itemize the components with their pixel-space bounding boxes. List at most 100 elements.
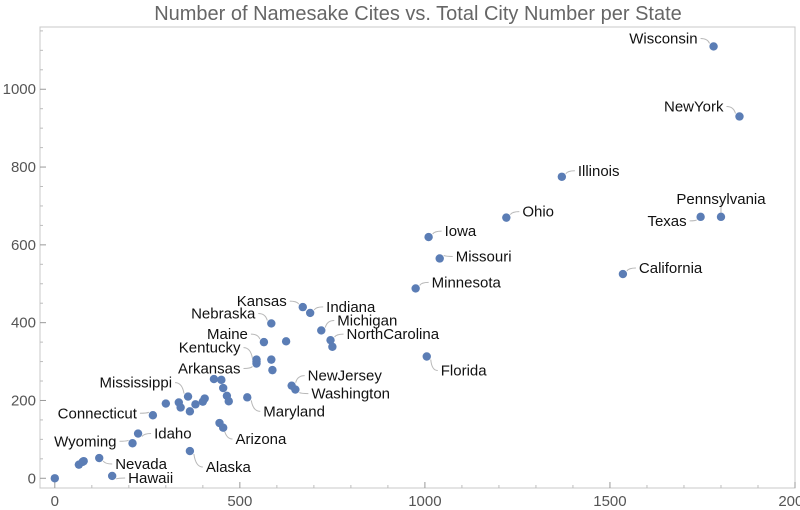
data-point xyxy=(411,284,420,293)
label-leader xyxy=(193,453,203,468)
label-leader xyxy=(626,267,636,272)
label-leader xyxy=(258,312,268,321)
data-point xyxy=(128,439,137,448)
data-point xyxy=(317,326,326,335)
data-point xyxy=(267,355,276,364)
data-point xyxy=(217,375,226,385)
data-point xyxy=(618,269,628,279)
point-label: Arkansas xyxy=(178,361,241,378)
y-tick-label: 800 xyxy=(11,159,36,176)
data-point xyxy=(305,308,315,318)
label-leader xyxy=(324,319,335,328)
data-point xyxy=(502,213,511,222)
x-tick-label: 1500 xyxy=(593,493,626,510)
label-leader xyxy=(700,37,711,44)
label-leader xyxy=(313,306,324,311)
data-point xyxy=(218,383,228,393)
point-label: Nevada xyxy=(115,456,167,473)
point-label: Texas xyxy=(647,213,686,230)
data-points xyxy=(50,42,744,483)
data-point xyxy=(107,471,117,481)
y-tick-label: 200 xyxy=(11,392,36,409)
point-label: NorthCarolina xyxy=(347,326,440,343)
point-label: Maine xyxy=(207,326,248,343)
data-point xyxy=(243,393,252,402)
data-point xyxy=(696,212,705,222)
data-point xyxy=(218,423,228,432)
point-label: Arizona xyxy=(235,431,287,448)
label-leader xyxy=(430,359,438,372)
data-point xyxy=(267,319,276,328)
point-label: Nebraska xyxy=(191,305,256,322)
label-leader xyxy=(689,219,697,222)
label-leader xyxy=(432,230,442,235)
label-leader xyxy=(299,392,309,395)
x-tick-label: 0 xyxy=(51,493,59,510)
point-label: Michigan xyxy=(337,312,397,329)
data-point xyxy=(435,254,444,263)
data-point xyxy=(78,457,87,467)
point-label: Ohio xyxy=(522,204,554,221)
label-leader xyxy=(334,333,344,338)
data-point xyxy=(133,429,143,438)
label-leader xyxy=(295,375,305,383)
label-leader xyxy=(289,300,300,305)
point-label: Kansas xyxy=(237,293,287,310)
data-point xyxy=(422,352,431,361)
label-leader xyxy=(443,255,453,257)
data-point xyxy=(424,232,433,242)
label-leader xyxy=(139,411,150,414)
data-point xyxy=(291,385,300,394)
point-labels: Wisconsin NewYork Illinois Pennsylvania Texa… xyxy=(54,30,766,486)
y-tick-label: 400 xyxy=(11,315,36,332)
label-leader xyxy=(509,211,520,215)
point-label: NewJersey xyxy=(308,368,383,385)
data-point xyxy=(328,342,337,351)
point-label: Pennsylvania xyxy=(676,191,766,208)
label-leader xyxy=(726,105,736,114)
point-label: Kentucky xyxy=(179,340,241,357)
data-point xyxy=(50,474,60,483)
y-tick-label: 1000 xyxy=(3,81,36,98)
data-point xyxy=(183,392,193,401)
data-point xyxy=(268,365,277,375)
label-leader xyxy=(102,460,113,465)
data-point xyxy=(298,302,307,312)
point-label: Alaska xyxy=(206,459,252,476)
point-label: Wisconsin xyxy=(629,30,697,47)
point-label: Florida xyxy=(441,363,488,380)
y-tick-label: 600 xyxy=(11,237,36,254)
point-label: Maryland xyxy=(263,403,325,420)
data-point xyxy=(252,355,261,364)
point-label: Minnesota xyxy=(432,274,502,291)
x-tick-label: 500 xyxy=(227,493,252,510)
data-point xyxy=(185,446,195,456)
point-label: Missouri xyxy=(456,248,512,265)
label-leader xyxy=(175,382,185,394)
label-leader xyxy=(250,400,261,412)
data-point xyxy=(95,453,104,463)
data-point xyxy=(735,112,744,121)
label-leaders xyxy=(102,37,736,480)
label-leader xyxy=(119,439,129,442)
chart-title: Number of Namesake Cites vs. Total City … xyxy=(154,3,682,25)
data-point xyxy=(191,400,200,409)
label-leader xyxy=(565,170,575,175)
point-label: Hawaii xyxy=(128,470,173,487)
point-label: Mississippi xyxy=(100,375,173,392)
data-point xyxy=(224,397,233,406)
data-point xyxy=(557,172,567,181)
label-leader xyxy=(243,366,253,370)
data-point xyxy=(161,399,171,408)
data-point xyxy=(148,411,158,420)
label-leader xyxy=(141,433,152,437)
point-label: Washington xyxy=(311,386,390,403)
point-label: NewYork xyxy=(664,98,724,115)
label-leader xyxy=(250,333,261,340)
data-point xyxy=(200,394,209,403)
data-point xyxy=(209,374,219,384)
label-leader xyxy=(115,477,126,480)
x-tick-label: 1000 xyxy=(408,493,441,510)
